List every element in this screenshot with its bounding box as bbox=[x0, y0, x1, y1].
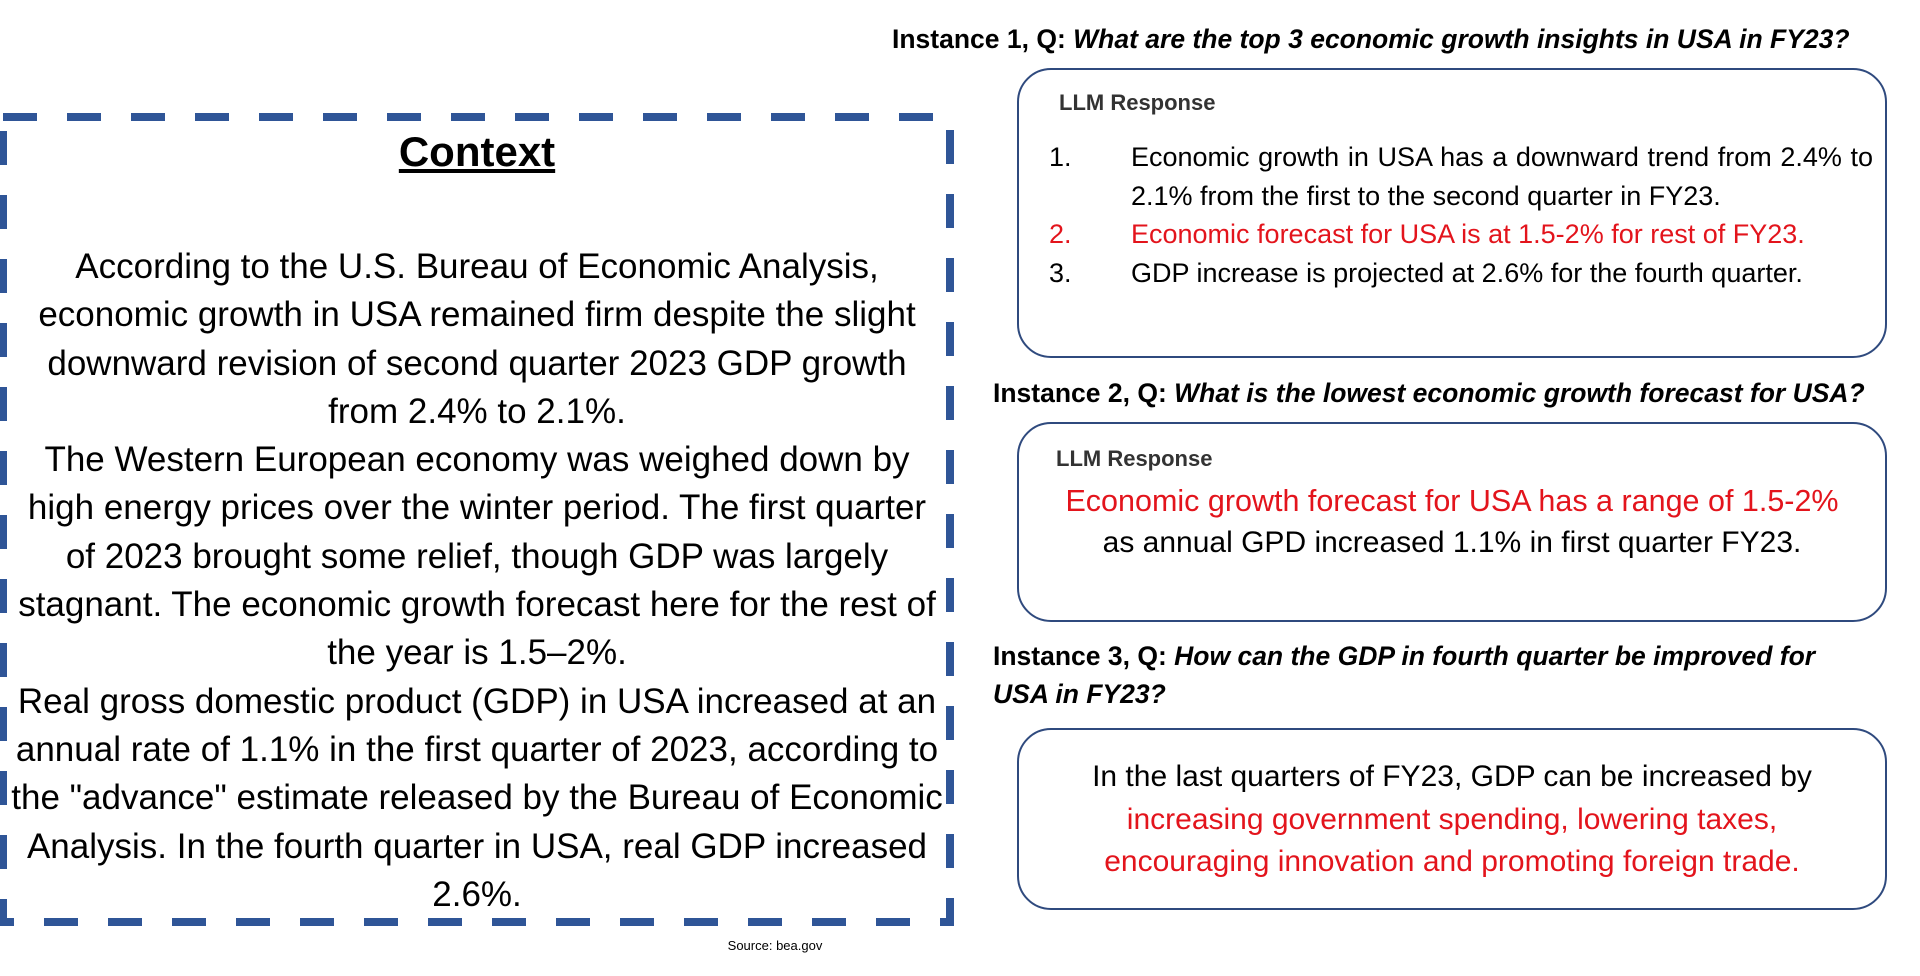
response-text: In the last quarters of FY23, GDP can be… bbox=[1092, 760, 1812, 793]
list-text: Economic forecast for USA is at 1.5-2% f… bbox=[1131, 219, 1805, 249]
context-dashed-border bbox=[0, 113, 954, 926]
response-header: LLM Response bbox=[1059, 90, 1216, 115]
context-paragraph: The Western European economy was weighed… bbox=[18, 440, 936, 673]
response-list: 1. Economic growth in USA has a downward… bbox=[1049, 138, 1873, 292]
response-text-block: In the last quarters of FY23, GDP can be… bbox=[1019, 756, 1885, 884]
instance-label: Instance 2, Q: bbox=[993, 378, 1167, 408]
response-header: LLM Response bbox=[1056, 446, 1213, 471]
response-highlight: encouraging innovation and promoting for… bbox=[1104, 845, 1800, 878]
list-number: 2. bbox=[1049, 219, 1072, 249]
list-item: 1. Economic growth in USA has a downward… bbox=[1049, 138, 1873, 215]
instance-label: Instance 3, Q: bbox=[993, 641, 1167, 671]
response-highlight: increasing government spending, lowering… bbox=[1126, 802, 1778, 836]
instance-1-response-box: LLM Response 1. Economic growth in USA h… bbox=[1017, 68, 1887, 358]
context-title: Context bbox=[398, 128, 556, 175]
source-note: Source: bea.gov bbox=[727, 938, 823, 953]
context-panel bbox=[0, 112, 954, 926]
context-paragraph: Real gross domestic product (GDP) in USA… bbox=[11, 681, 943, 914]
response-text: as annual GPD increased 1.1% in first qu… bbox=[1102, 526, 1802, 559]
instance-1-question: Instance 1, Q: What are the top 3 econom… bbox=[892, 20, 1850, 58]
list-number: 3. bbox=[1049, 257, 1072, 288]
context-paragraph: According to the U.S. Bureau of Economic… bbox=[38, 247, 916, 431]
instance-3-question: Instance 3, Q: How can the GDP in fourth… bbox=[993, 637, 1815, 713]
list-item-highlighted: 2. Economic forecast for USA is at 1.5-2… bbox=[1049, 215, 1873, 254]
instance-2-response-box: LLM Response Economic growth forecast fo… bbox=[1017, 422, 1887, 622]
question-text: USA in FY23? bbox=[993, 679, 1166, 709]
context-body: According to the U.S. Bureau of Economic… bbox=[10, 243, 944, 919]
instance-3-response-box: In the last quarters of FY23, GDP can be… bbox=[1017, 728, 1887, 910]
response-highlight: Economic growth forecast for USA has a r… bbox=[1065, 484, 1839, 518]
list-text: Economic growth in USA has a downward tr… bbox=[1131, 142, 1873, 211]
instance-2-question: Instance 2, Q: What is the lowest econom… bbox=[993, 374, 1865, 412]
question-text: How can the GDP in fourth quarter be imp… bbox=[1174, 641, 1816, 671]
list-item: 3. GDP increase is projected at 2.6% for… bbox=[1049, 254, 1873, 293]
question-text: What are the top 3 economic growth insig… bbox=[1073, 24, 1850, 54]
list-number: 1. bbox=[1049, 142, 1072, 172]
question-text: What is the lowest economic growth forec… bbox=[1174, 378, 1865, 408]
instance-label: Instance 1, Q: bbox=[892, 24, 1066, 54]
list-text: GDP increase is projected at 2.6% for th… bbox=[1131, 257, 1803, 288]
